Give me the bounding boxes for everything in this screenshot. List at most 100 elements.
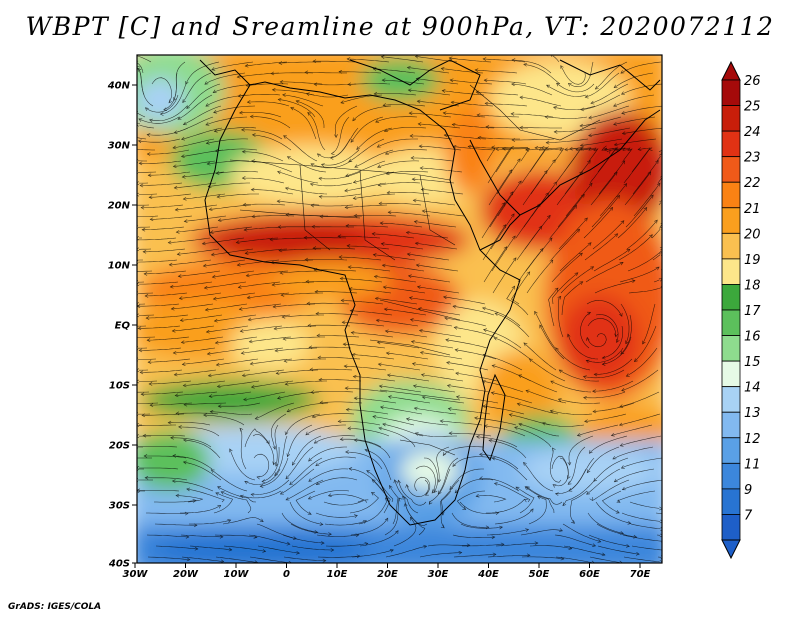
streamline-arrow xyxy=(451,122,456,127)
streamline xyxy=(388,212,431,217)
streamline xyxy=(149,380,192,385)
streamline-arrow xyxy=(144,475,149,480)
streamline xyxy=(448,408,491,415)
streamline xyxy=(245,248,288,254)
streamline xyxy=(139,160,182,164)
streamline xyxy=(575,147,599,162)
streamline xyxy=(295,490,316,515)
streamline-arrow xyxy=(450,100,455,105)
streamline-arrow xyxy=(443,295,447,300)
streamline-arrow xyxy=(511,82,515,87)
streamline xyxy=(313,60,356,63)
lon-tick-label: 20E xyxy=(377,569,398,580)
streamline xyxy=(453,146,496,151)
streamline-arrow xyxy=(502,224,507,229)
streamline xyxy=(623,149,650,184)
streamline xyxy=(222,517,264,525)
streamline xyxy=(174,182,217,189)
streamline xyxy=(315,512,358,518)
streamline xyxy=(658,202,662,206)
streamline xyxy=(612,446,654,460)
streamline xyxy=(139,380,158,382)
streamline xyxy=(359,530,399,547)
streamline-arrow xyxy=(483,424,488,429)
streamline xyxy=(183,380,226,386)
streamline-arrow xyxy=(372,415,377,419)
streamline xyxy=(282,534,325,544)
streamline-arrow xyxy=(296,551,300,555)
streamline xyxy=(442,90,485,96)
streamline xyxy=(376,319,419,327)
streamline-arrow xyxy=(237,285,242,289)
streamline xyxy=(285,479,324,501)
streamline-arrow xyxy=(338,69,343,74)
streamline xyxy=(345,451,383,470)
streamline xyxy=(482,405,525,415)
streamline xyxy=(550,229,580,261)
streamline-arrow xyxy=(511,138,516,142)
streamline xyxy=(494,312,530,338)
streamline xyxy=(137,490,180,492)
streamline xyxy=(589,556,620,563)
streamline xyxy=(445,339,488,349)
streamline-arrow xyxy=(205,103,210,107)
streamline xyxy=(150,215,193,220)
streamline-arrow xyxy=(454,348,459,353)
streamline-arrow xyxy=(446,384,451,388)
streamline-arrow xyxy=(248,339,253,344)
streamline xyxy=(406,418,449,426)
streamline xyxy=(364,449,392,481)
streamline-arrow xyxy=(564,147,569,152)
streamline-arrow xyxy=(418,328,423,333)
streamline xyxy=(554,127,597,133)
streamline xyxy=(597,545,640,555)
streamline xyxy=(338,71,382,74)
streamline xyxy=(631,545,662,551)
streamline xyxy=(598,160,626,195)
streamline xyxy=(271,413,287,450)
streamline xyxy=(372,233,415,239)
streamline-arrow xyxy=(443,133,448,138)
streamline-arrow xyxy=(620,465,625,469)
streamline-arrow xyxy=(343,364,348,369)
streamline xyxy=(379,203,422,206)
streamline xyxy=(146,314,189,319)
streamline-arrow xyxy=(616,499,621,503)
streamline xyxy=(150,402,193,406)
streamline-arrow xyxy=(616,338,620,343)
streamline xyxy=(286,402,329,412)
streamline xyxy=(520,529,563,536)
streamline-arrow xyxy=(137,67,142,72)
streamline-arrow xyxy=(137,379,140,384)
streamline-arrow xyxy=(491,364,496,368)
streamline-arrow xyxy=(510,213,515,218)
streamline-arrow xyxy=(479,452,483,457)
streamline xyxy=(238,94,281,97)
streamline xyxy=(138,138,181,143)
streamline-arrow xyxy=(277,97,282,102)
streamline xyxy=(502,148,530,162)
streamline-arrow xyxy=(408,296,413,300)
streamline xyxy=(621,457,662,469)
streamline xyxy=(550,380,592,393)
streamline-arrow xyxy=(314,530,319,534)
streamline xyxy=(374,276,417,283)
streamline-arrow xyxy=(344,386,349,391)
streamline xyxy=(170,437,212,448)
streamline-arrow xyxy=(279,491,284,495)
streamline-arrow xyxy=(173,185,178,190)
streamline-arrow xyxy=(179,318,184,322)
streamline xyxy=(549,205,577,239)
streamline xyxy=(620,303,630,344)
streamline-arrow xyxy=(529,508,534,513)
streamline-arrow xyxy=(286,156,291,160)
streamline-arrow xyxy=(173,372,178,377)
streamline xyxy=(419,330,462,338)
streamline-arrow xyxy=(614,147,619,151)
streamline xyxy=(380,222,423,228)
streamline-arrow xyxy=(483,78,488,83)
streamline-arrow xyxy=(276,199,281,204)
streamline-arrow xyxy=(573,205,577,209)
streamline xyxy=(524,486,555,514)
streamline xyxy=(625,194,654,228)
